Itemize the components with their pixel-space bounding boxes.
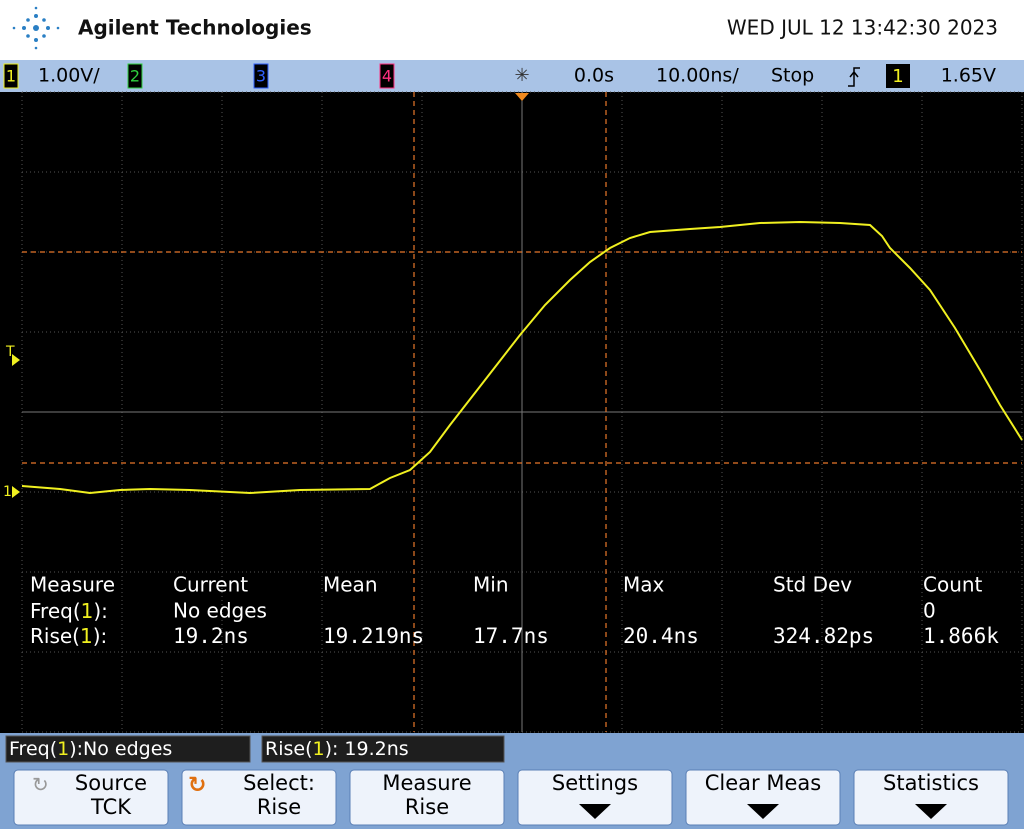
readout-channel: 1 xyxy=(57,738,69,760)
run-state: Stop xyxy=(771,65,814,87)
measure-header: Measure xyxy=(30,573,115,597)
measure-header: Current xyxy=(173,573,248,597)
time-offset: 0.0s xyxy=(574,65,614,87)
softkey[interactable] xyxy=(685,769,841,826)
channel-badge[interactable] xyxy=(127,63,143,89)
measure-header: Min xyxy=(473,573,509,597)
measure-header: Count xyxy=(923,573,983,597)
trigger-edge-icon xyxy=(848,67,860,87)
measure-label: Rise(1): xyxy=(30,624,107,648)
softkey-arrow xyxy=(579,804,611,819)
softkey-arrow xyxy=(747,804,779,819)
trigger-arrow xyxy=(12,354,20,366)
label-channel: 1 xyxy=(81,599,94,623)
trigger-marker: T xyxy=(5,344,15,360)
softkey-arrow xyxy=(915,804,947,819)
measure-value: 17.7ns xyxy=(473,624,549,648)
brand: Agilent Technologies xyxy=(78,16,312,40)
readout-text: Freq(1):No edges xyxy=(9,738,172,760)
label-channel: 1 xyxy=(80,624,93,648)
acquire-icon: ✳ xyxy=(514,65,529,86)
label-suffix: ): xyxy=(93,624,108,648)
channel-badge[interactable] xyxy=(3,63,19,89)
softkey-bottom[interactable]: TCK xyxy=(90,795,132,819)
trigger-position xyxy=(515,93,529,101)
measure-label: Freq(1): xyxy=(30,599,108,623)
measure-header: Std Dev xyxy=(773,573,852,597)
trigger-badge xyxy=(886,64,910,88)
measure-value: No edges xyxy=(173,599,267,623)
cursors xyxy=(22,92,1022,732)
readout-suffix: ):No edges xyxy=(69,738,172,760)
softkey-top[interactable]: Select: xyxy=(243,771,315,795)
softkey[interactable] xyxy=(517,769,673,826)
label-suffix: ): xyxy=(93,599,108,623)
channel-number: 1 xyxy=(6,67,16,86)
measure-header: Max xyxy=(623,573,665,597)
waveform xyxy=(21,220,1023,495)
measure-value: 1.866k xyxy=(923,624,999,648)
readout-channel: 1 xyxy=(312,738,324,760)
measure-value: 19.2ns xyxy=(173,624,249,648)
softkey-top[interactable]: Source xyxy=(75,771,147,795)
softkey[interactable] xyxy=(13,769,169,826)
channel-badge[interactable] xyxy=(253,63,269,89)
measure-header: Mean xyxy=(323,573,378,597)
trigger-source: 1 xyxy=(892,66,903,87)
channel-badge[interactable] xyxy=(379,63,395,89)
datetime: WED JUL 12 13:42:30 2023 xyxy=(727,16,998,40)
logo xyxy=(12,6,60,50)
softkey-bottom[interactable]: Rise xyxy=(405,795,449,819)
channel-number: 2 xyxy=(130,67,140,86)
measure-value: 20.4ns xyxy=(623,624,699,648)
header-bar xyxy=(0,0,1024,60)
measure-value: 0 xyxy=(923,599,936,623)
softkey-top[interactable]: Measure xyxy=(382,771,471,795)
softkey[interactable] xyxy=(853,769,1009,826)
softkey[interactable] xyxy=(349,769,505,826)
softkey-icon: ↻ xyxy=(188,773,206,798)
readout-prefix: Rise( xyxy=(265,738,312,760)
softkey-top[interactable]: Statistics xyxy=(883,771,979,795)
channel-scale: 1.00V/ xyxy=(38,65,100,87)
measure-value: 324.82ps xyxy=(773,624,874,648)
status-bar xyxy=(0,60,1024,92)
label-prefix: Freq( xyxy=(30,599,81,623)
measure-value: 19.219ns xyxy=(323,624,424,648)
softkey[interactable] xyxy=(181,769,337,826)
readout-box xyxy=(5,735,251,763)
trigger-level: 1.65V xyxy=(941,65,996,87)
readout-text: Rise(1): 19.2ns xyxy=(265,738,409,760)
readout-box xyxy=(261,735,505,763)
time-scale: 10.00ns/ xyxy=(656,65,739,87)
readout-prefix: Freq( xyxy=(9,738,57,760)
softkey-top[interactable]: Clear Meas xyxy=(705,771,821,795)
label-prefix: Rise( xyxy=(30,624,80,648)
softkey-bottom[interactable]: Rise xyxy=(257,795,301,819)
ground-marker: 1 xyxy=(3,484,12,500)
softkey-icon: ↻ xyxy=(32,773,49,797)
softkey-top[interactable]: Settings xyxy=(552,771,638,795)
channel-number: 4 xyxy=(382,67,392,86)
channel-number: 3 xyxy=(256,67,266,86)
ground-arrow xyxy=(12,486,20,498)
readout-suffix: ): 19.2ns xyxy=(325,738,409,760)
